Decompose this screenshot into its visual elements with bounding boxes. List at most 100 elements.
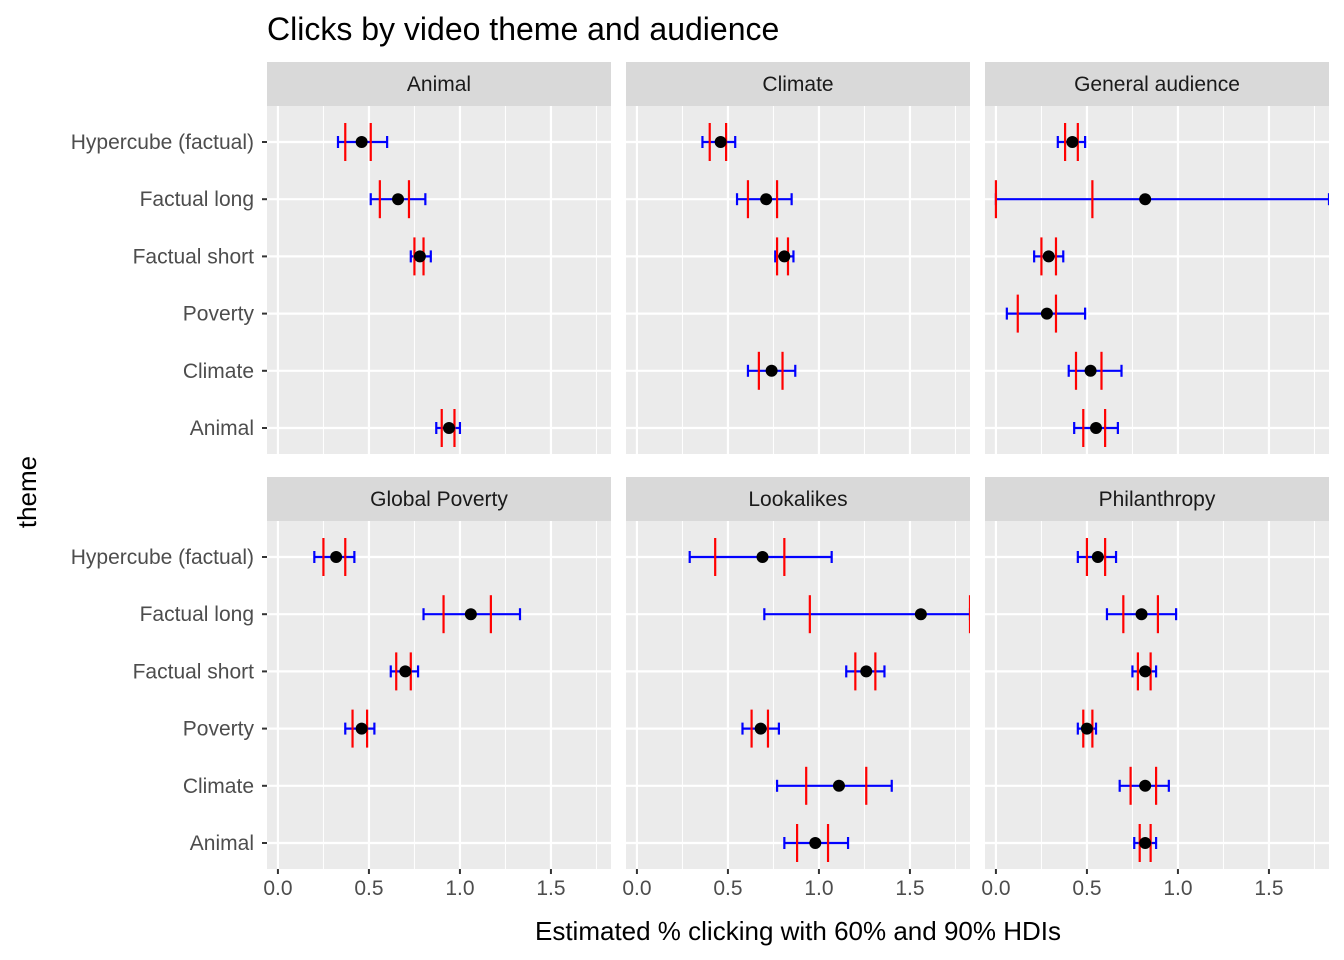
y-axis-title: theme xyxy=(12,456,42,528)
median-point xyxy=(1084,364,1097,377)
median-point xyxy=(714,136,727,148)
interval-poverty xyxy=(1005,294,1087,333)
median-point xyxy=(1139,837,1152,849)
facet-strip-label: General audience xyxy=(1074,73,1240,96)
panel-background xyxy=(985,521,1329,869)
panel-data xyxy=(994,123,1329,447)
y-tick-label: Hypercube (factual) xyxy=(71,546,254,569)
median-point xyxy=(1080,722,1093,735)
x-axis-title: Estimated % clicking with 60% and 90% HD… xyxy=(535,916,1061,946)
median-point xyxy=(760,193,773,206)
median-point xyxy=(778,250,791,263)
x-axis-labels: 0.0 0.5 1.0 1.5 0.0 0.5 1.0 1.5 0.0 0.5 1.0 1.5 xyxy=(263,869,1284,900)
median-point xyxy=(355,722,368,735)
median-point xyxy=(765,364,778,377)
facet-strip-label: Philanthropy xyxy=(1099,488,1216,511)
median-point xyxy=(754,722,767,735)
interval-hypercube-factual xyxy=(1056,123,1087,161)
x-tick-label: 1.0 xyxy=(1163,877,1192,900)
x-tick-label: 0.5 xyxy=(713,877,742,900)
facet-climate: Climate xyxy=(626,62,970,454)
x-tick-label: 0.5 xyxy=(354,877,383,900)
interval-factual-short xyxy=(389,652,420,691)
facet-strip xyxy=(267,477,611,521)
interval-animal xyxy=(1133,824,1158,862)
facet-general-audience: General audience xyxy=(985,62,1329,454)
median-point xyxy=(330,551,343,563)
y-tick-label: Climate xyxy=(183,360,254,383)
y-tick-label: Factual long xyxy=(140,603,254,626)
interval-factual-long xyxy=(763,595,970,634)
median-point xyxy=(464,608,477,621)
y-tick-label: Factual short xyxy=(133,660,255,683)
x-tick-label: 0.0 xyxy=(622,877,651,900)
interval-factual-short xyxy=(774,237,795,276)
y-tick-label: Animal xyxy=(190,832,254,855)
median-point xyxy=(756,551,769,563)
facet-strip xyxy=(626,477,970,521)
y-tick-label: Animal xyxy=(190,417,254,440)
median-point xyxy=(443,422,456,434)
median-point xyxy=(860,665,873,678)
panel-background xyxy=(985,106,1329,454)
facet-strip xyxy=(985,477,1329,521)
x-tick-label: 1.5 xyxy=(536,877,565,900)
interval-factual-short xyxy=(1131,652,1158,691)
interval-factual-long xyxy=(735,180,793,219)
median-point xyxy=(355,136,368,148)
median-point xyxy=(1066,136,1079,148)
y-tick-label: Poverty xyxy=(183,303,255,326)
interval-factual-long xyxy=(422,595,522,634)
y-tick-label: Factual short xyxy=(133,245,255,268)
x-tick-label: 0.0 xyxy=(981,877,1010,900)
interval-hypercube-factual xyxy=(313,538,356,576)
interval-hypercube-factual xyxy=(701,123,737,161)
interval-poverty xyxy=(344,709,376,748)
interval-factual-long xyxy=(1105,595,1178,634)
interval-hypercube-factual xyxy=(1076,538,1118,576)
median-point xyxy=(1090,422,1103,434)
facet-strip-label: Lookalikes xyxy=(748,488,847,511)
median-point xyxy=(413,250,426,263)
interval-animal xyxy=(435,409,462,447)
facet-strip-label: Animal xyxy=(407,73,471,96)
interval-factual-short xyxy=(409,237,432,276)
median-point xyxy=(1091,551,1104,563)
median-point xyxy=(809,837,822,849)
x-tick-label: 0.5 xyxy=(1072,877,1101,900)
median-point xyxy=(1040,307,1053,320)
median-point xyxy=(914,608,927,621)
interval-climate xyxy=(1067,351,1123,390)
interval-climate xyxy=(746,351,797,390)
panel-background xyxy=(626,521,970,869)
x-tick-label: 1.5 xyxy=(1254,877,1283,900)
panel-background xyxy=(267,521,611,869)
interval-factual-short xyxy=(845,652,886,691)
median-point xyxy=(399,665,412,678)
interval-poverty xyxy=(741,709,780,748)
y-tick-label: Hypercube (factual) xyxy=(71,131,254,154)
facet-animal: Animal xyxy=(267,62,611,454)
facet-strip xyxy=(626,62,970,106)
panel-data xyxy=(336,123,462,447)
interval-animal xyxy=(1073,409,1119,447)
interval-animal xyxy=(783,824,850,862)
interval-climate xyxy=(775,766,893,805)
chart-title: Clicks by video theme and audience xyxy=(267,11,779,47)
panel-data xyxy=(688,538,970,862)
facet-strip-label: Global Poverty xyxy=(370,488,508,511)
median-point xyxy=(832,779,845,792)
y-axis-labels: Hypercube (factual) Factual long Factual s… xyxy=(71,131,267,855)
median-point xyxy=(392,193,405,206)
y-tick-label: Poverty xyxy=(183,718,255,741)
x-tick-label: 1.5 xyxy=(895,877,924,900)
facet-global-poverty: Global Poverty xyxy=(267,477,611,869)
interval-factual-long xyxy=(994,180,1329,219)
panel-data xyxy=(1076,538,1178,862)
facet-panels: Animal Climate General audience Global Pove… xyxy=(267,62,1329,869)
facet-lookalikes: Lookalikes xyxy=(626,477,970,869)
facet-strip-label: Climate xyxy=(762,73,833,96)
interval-hypercube-factual xyxy=(336,123,389,161)
interval-factual-short xyxy=(1033,237,1065,276)
facet-strip xyxy=(267,62,611,106)
